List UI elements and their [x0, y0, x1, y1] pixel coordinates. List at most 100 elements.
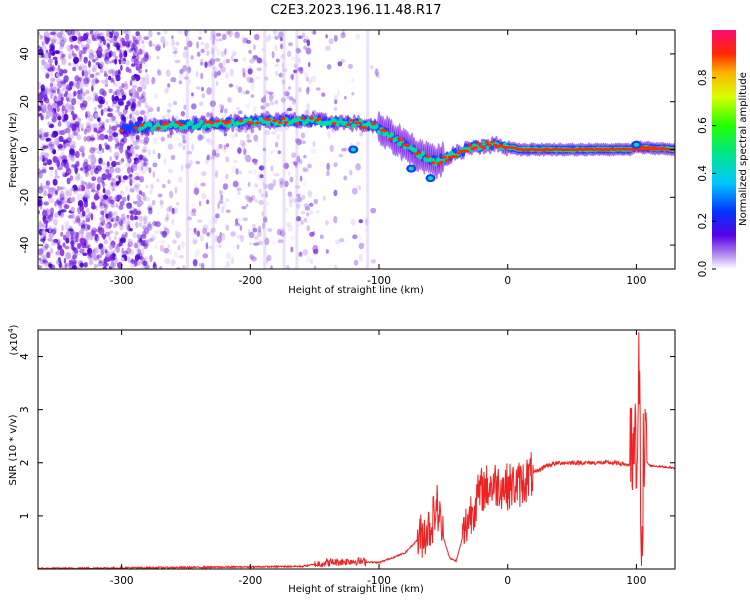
noise-cell — [261, 48, 266, 52]
noise-cell — [106, 172, 113, 178]
noise-cell — [127, 242, 130, 249]
noise-cell — [135, 31, 140, 37]
noise-cell — [75, 217, 81, 224]
noise-cell — [83, 77, 89, 85]
noise-cell — [54, 98, 59, 102]
spectrogram-y-tick-label: -20 — [19, 189, 31, 206]
noise-cell — [66, 177, 71, 185]
noise-cell — [126, 46, 130, 53]
noise-cell — [83, 128, 88, 135]
noise-cell — [138, 190, 143, 195]
noise-cell — [113, 31, 119, 39]
noise-cell — [118, 85, 123, 93]
noise-cell — [83, 136, 87, 142]
ridge-cell — [371, 122, 376, 126]
noise-cell — [135, 134, 140, 140]
noise-cell — [322, 195, 326, 201]
noise-cell — [104, 59, 111, 65]
snr-series-line — [38, 332, 675, 569]
noise-cell — [109, 184, 113, 190]
noise-cell — [111, 76, 115, 83]
noise-cell — [280, 37, 284, 42]
noise-cell — [114, 167, 121, 174]
noise-cell — [270, 150, 274, 155]
noise-cell — [70, 257, 76, 265]
noise-cell — [141, 110, 145, 115]
noise-cell — [56, 160, 60, 167]
noise-cell — [118, 241, 123, 247]
noise-cell — [139, 81, 144, 87]
noise-cell — [251, 158, 258, 163]
noise-cell — [69, 197, 76, 203]
noise-cell — [39, 35, 43, 40]
noise-cell — [69, 197, 76, 203]
noise-cell — [85, 121, 91, 129]
noise-cell — [118, 176, 121, 184]
noise-cell — [286, 95, 290, 99]
noise-cell — [108, 244, 114, 251]
noise-cell — [77, 173, 81, 180]
noise-cell — [223, 132, 227, 137]
ridge-cell — [238, 119, 244, 123]
noise-cell — [47, 102, 51, 106]
noise-cell — [205, 242, 209, 250]
spectrogram-y-tick-label: 20 — [19, 95, 31, 108]
noise-cell — [132, 201, 139, 205]
noise-cell — [119, 139, 125, 147]
noise-cell — [139, 175, 145, 183]
noise-cell — [286, 107, 293, 112]
noise-cell — [120, 60, 126, 65]
noise-cell — [200, 48, 205, 54]
noise-cell — [251, 223, 256, 229]
noise-cell — [242, 90, 247, 95]
noise-cell — [291, 152, 297, 158]
noise-cell — [132, 140, 139, 146]
noise-cell — [51, 116, 57, 123]
noise-cell — [40, 84, 45, 91]
noise-cell — [70, 143, 76, 150]
noise-cell — [305, 87, 310, 95]
noise-cell — [146, 223, 153, 231]
noise-cell — [95, 204, 98, 212]
noise-cell — [313, 198, 319, 205]
noise-cell — [179, 68, 184, 75]
noise-cell — [188, 79, 191, 84]
noise-cell — [127, 175, 131, 180]
noise-cell — [334, 264, 337, 269]
noise-cell — [40, 253, 45, 259]
noise-cell — [115, 257, 118, 265]
noise-cell — [286, 107, 293, 112]
noise-cell — [40, 155, 43, 161]
noise-cell — [286, 50, 292, 57]
noise-cell — [121, 247, 124, 254]
noise-cell — [182, 139, 187, 144]
noise-cell — [249, 77, 254, 84]
noise-cell — [270, 165, 274, 172]
noise-cell — [225, 260, 230, 268]
noise-cell — [295, 47, 301, 54]
noise-cell — [283, 91, 290, 97]
noise-cell — [61, 57, 67, 66]
noise-cell — [221, 232, 225, 237]
noise-cell — [157, 69, 162, 76]
ridge-cell — [284, 117, 289, 123]
noise-cell — [173, 53, 177, 58]
noise-cell — [287, 225, 294, 232]
ridge-cell — [345, 123, 351, 127]
noise-cell — [83, 128, 88, 135]
noise-cell — [280, 43, 283, 50]
noise-cell — [275, 58, 280, 63]
noise-cell — [134, 39, 139, 45]
noise-cell — [121, 254, 127, 258]
noise-cell — [245, 73, 248, 81]
noise-cell — [375, 72, 380, 78]
noise-cell — [374, 68, 379, 76]
noise-cell — [137, 249, 142, 254]
noise-cell — [130, 214, 134, 221]
noise-cell — [98, 126, 104, 133]
noise-cell — [221, 33, 227, 41]
noise-cell — [246, 195, 251, 203]
noise-cell — [130, 207, 136, 212]
noise-cell — [71, 259, 78, 264]
noise-cell — [135, 185, 140, 193]
